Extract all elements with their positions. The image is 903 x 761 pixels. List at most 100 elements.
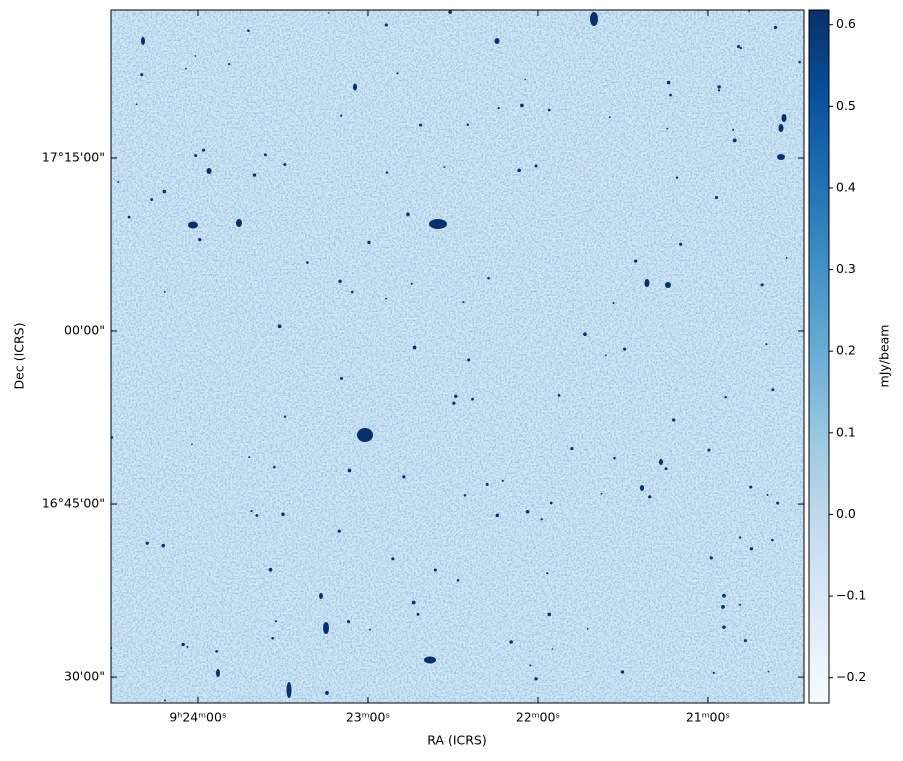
faint-source (228, 63, 231, 66)
faint-source (771, 388, 775, 392)
faint-source (675, 176, 679, 179)
faint-source (454, 394, 458, 398)
faint-source (471, 397, 474, 401)
faint-source (739, 603, 742, 606)
faint-source (766, 493, 769, 496)
faint-source (194, 154, 198, 158)
source (141, 37, 145, 45)
faint-source (785, 257, 788, 259)
y-axis-label: Dec (ICRS) (12, 323, 27, 390)
colorbar-tick-label: 0.3 (836, 261, 856, 276)
faint-source (525, 509, 530, 514)
colorbar (808, 9, 830, 704)
source (665, 282, 671, 288)
faint-source (340, 114, 343, 117)
faint-source (346, 620, 351, 624)
faint-source (391, 557, 395, 561)
faint-source (448, 10, 452, 14)
faint-source (150, 198, 154, 201)
faint-source (385, 171, 389, 174)
faint-source (198, 237, 202, 242)
faint-source (402, 475, 406, 479)
faint-source (738, 536, 742, 539)
faint-source (551, 648, 554, 650)
faint-source (722, 593, 726, 598)
y-tick-label: 00'00" (64, 323, 105, 338)
faint-source (672, 418, 676, 422)
faint-source (462, 301, 465, 304)
faint-source (145, 541, 149, 545)
source (429, 219, 447, 229)
faint-source (466, 123, 470, 126)
faint-source (765, 343, 768, 346)
faint-source (281, 512, 285, 517)
faint-source (410, 282, 413, 285)
faint-source (773, 25, 778, 30)
x-tick-label: 21ᵐ00ˢ (686, 710, 730, 725)
faint-source (749, 547, 754, 551)
faint-source (613, 456, 616, 460)
faint-source (666, 127, 669, 130)
faint-source (664, 467, 668, 471)
faint-source (648, 495, 652, 499)
faint-source (252, 173, 257, 177)
faint-source (215, 650, 218, 653)
faint-source (162, 189, 167, 194)
y-tick-label: 17°15'00" (42, 149, 105, 164)
faint-source (202, 148, 206, 152)
faint-source (283, 415, 287, 418)
faint-source (722, 625, 726, 629)
source (777, 154, 785, 160)
faint-source (557, 394, 561, 397)
faint-source (419, 123, 423, 127)
faint-source (524, 78, 526, 81)
faint-source (669, 93, 672, 97)
colorbar-tick-label: 0.5 (836, 98, 856, 113)
faint-source (717, 85, 721, 89)
faint-source (709, 556, 713, 560)
faint-source (608, 116, 611, 119)
colorbar-tick-label: 0.4 (836, 179, 856, 194)
faint-source (520, 103, 524, 108)
y-tick-label: 30'00" (64, 669, 105, 684)
faint-source (679, 242, 683, 246)
faint-source (163, 290, 166, 293)
faint-source (509, 640, 513, 644)
faint-source (255, 514, 259, 517)
faint-source (127, 215, 131, 219)
source (778, 124, 784, 132)
faint-source (771, 538, 774, 542)
faint-source (191, 443, 193, 446)
source (640, 485, 644, 491)
faint-source (721, 605, 725, 609)
source (206, 168, 212, 174)
faint-source (749, 485, 753, 489)
faint-source (732, 128, 735, 131)
faint-source (798, 60, 801, 64)
faint-source (181, 642, 185, 647)
faint-source (487, 276, 490, 280)
faint-source (140, 73, 144, 77)
faint-source (271, 636, 274, 640)
faint-source (666, 80, 671, 85)
faint-source (452, 401, 456, 405)
faint-source (534, 164, 538, 168)
colorbar-tick-label: 0.6 (836, 16, 856, 31)
faint-source (534, 677, 538, 681)
faint-source (776, 501, 780, 505)
faint-source (406, 212, 410, 217)
faint-source (463, 494, 467, 497)
faint-source (712, 671, 715, 675)
faint-source (277, 324, 282, 329)
faint-source (547, 108, 551, 112)
faint-source (443, 166, 446, 169)
faint-source (546, 572, 549, 575)
faint-source (634, 259, 638, 263)
colorbar-tick-label: 0.2 (836, 343, 856, 358)
source (781, 114, 787, 122)
x-axis-label: RA (ICRS) (427, 733, 487, 748)
source (424, 656, 436, 664)
source (323, 622, 329, 634)
faint-source (600, 492, 603, 495)
